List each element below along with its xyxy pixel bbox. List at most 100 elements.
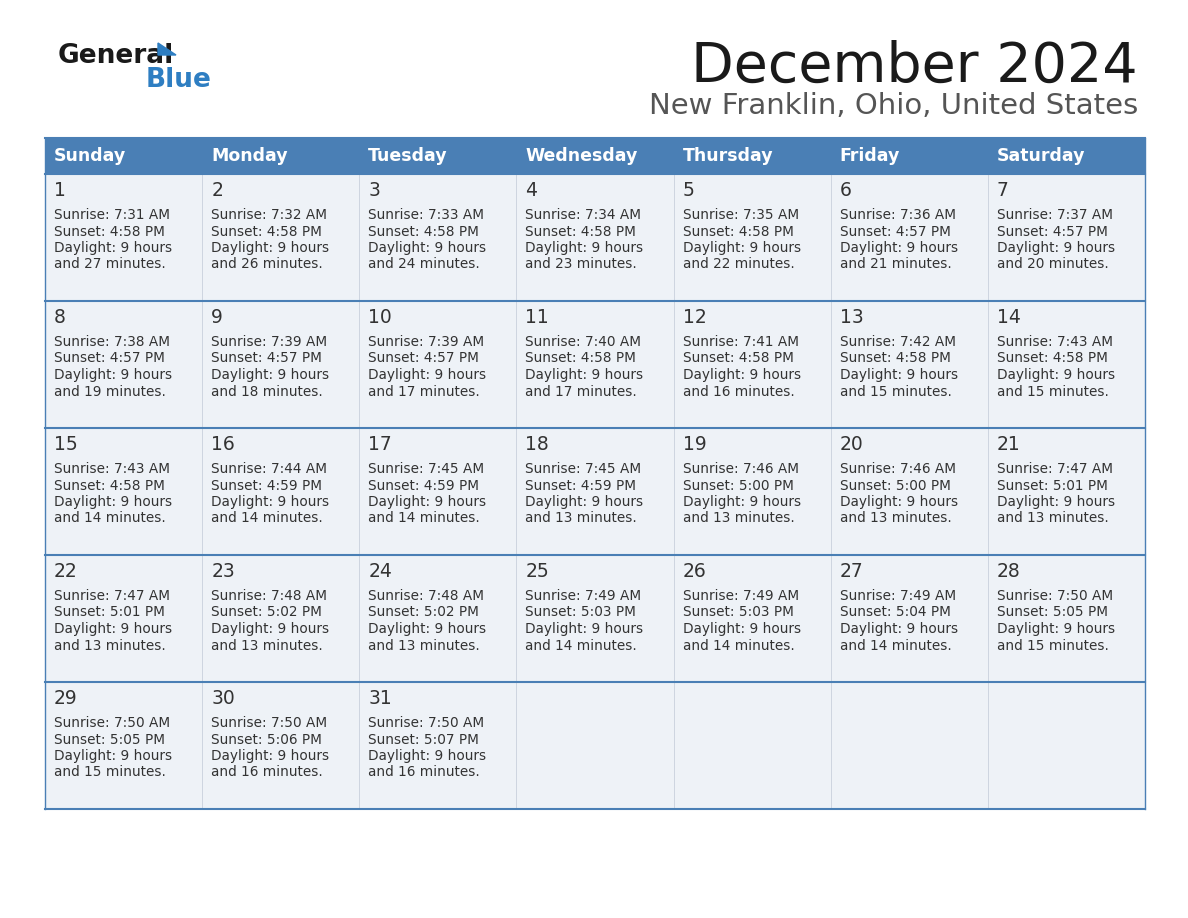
Text: Daylight: 9 hours: Daylight: 9 hours [368,622,486,636]
Text: Daylight: 9 hours: Daylight: 9 hours [53,241,172,255]
Bar [359,682,517,809]
Text: 28: 28 [997,562,1020,581]
Text: Sunset: 4:57 PM: Sunset: 4:57 PM [997,225,1107,239]
Text: and 14 minutes.: and 14 minutes. [53,511,166,525]
Bar [830,428,988,555]
Text: Sunset: 5:07 PM: Sunset: 5:07 PM [368,733,479,746]
Text: Sunrise: 7:40 AM: Sunrise: 7:40 AM [525,335,642,349]
Text: Sunrise: 7:50 AM: Sunrise: 7:50 AM [211,716,327,730]
Text: 8: 8 [53,308,65,327]
Text: Daylight: 9 hours: Daylight: 9 hours [368,749,486,763]
Text: Sunrise: 7:36 AM: Sunrise: 7:36 AM [840,208,955,222]
Text: 3: 3 [368,181,380,200]
Bar [517,301,674,428]
Text: Sunrise: 7:37 AM: Sunrise: 7:37 AM [997,208,1113,222]
Text: Sunday: Sunday [53,147,126,165]
Text: Daylight: 9 hours: Daylight: 9 hours [840,495,958,509]
Bar [517,428,674,555]
Bar [674,428,830,555]
Text: Sunrise: 7:34 AM: Sunrise: 7:34 AM [525,208,642,222]
Text: Daylight: 9 hours: Daylight: 9 hours [368,241,486,255]
Text: and 17 minutes.: and 17 minutes. [525,385,637,398]
Text: Sunset: 5:00 PM: Sunset: 5:00 PM [840,478,950,492]
Bar [830,682,988,809]
Text: 25: 25 [525,562,549,581]
Bar [517,555,674,682]
Text: Daylight: 9 hours: Daylight: 9 hours [525,368,644,382]
Bar [988,682,1145,809]
Text: Saturday: Saturday [997,147,1086,165]
Text: December 2024: December 2024 [691,40,1138,94]
Text: Sunrise: 7:49 AM: Sunrise: 7:49 AM [840,589,956,603]
Bar [988,428,1145,555]
Bar [830,174,988,301]
Text: 14: 14 [997,308,1020,327]
Text: Sunset: 4:57 PM: Sunset: 4:57 PM [840,225,950,239]
Text: and 15 minutes.: and 15 minutes. [53,766,166,779]
Text: and 13 minutes.: and 13 minutes. [525,511,637,525]
Text: and 14 minutes.: and 14 minutes. [368,511,480,525]
Text: Daylight: 9 hours: Daylight: 9 hours [211,749,329,763]
Text: 13: 13 [840,308,864,327]
Bar [45,428,202,555]
Text: 27: 27 [840,562,864,581]
Text: Sunrise: 7:39 AM: Sunrise: 7:39 AM [368,335,485,349]
Bar [674,682,830,809]
Text: Daylight: 9 hours: Daylight: 9 hours [211,241,329,255]
Text: Daylight: 9 hours: Daylight: 9 hours [53,368,172,382]
Bar [830,555,988,682]
Text: and 14 minutes.: and 14 minutes. [683,639,795,653]
Text: Daylight: 9 hours: Daylight: 9 hours [368,495,486,509]
Bar [202,174,359,301]
Bar [45,301,202,428]
Bar [988,301,1145,428]
Text: 24: 24 [368,562,392,581]
Text: Sunrise: 7:48 AM: Sunrise: 7:48 AM [211,589,327,603]
Text: and 20 minutes.: and 20 minutes. [997,258,1108,272]
Text: Tuesday: Tuesday [368,147,448,165]
Text: Daylight: 9 hours: Daylight: 9 hours [997,622,1116,636]
Bar [202,682,359,809]
Text: 18: 18 [525,435,549,454]
Text: Daylight: 9 hours: Daylight: 9 hours [53,495,172,509]
Text: Daylight: 9 hours: Daylight: 9 hours [211,368,329,382]
Bar [988,174,1145,301]
Bar [988,555,1145,682]
Text: New Franklin, Ohio, United States: New Franklin, Ohio, United States [649,92,1138,120]
Text: and 26 minutes.: and 26 minutes. [211,258,323,272]
Bar [202,555,359,682]
Text: and 13 minutes.: and 13 minutes. [997,511,1108,525]
Text: Sunset: 4:58 PM: Sunset: 4:58 PM [53,478,165,492]
Text: Sunset: 4:58 PM: Sunset: 4:58 PM [525,352,637,365]
Text: Sunset: 5:04 PM: Sunset: 5:04 PM [840,606,950,620]
Text: Sunset: 4:59 PM: Sunset: 4:59 PM [211,478,322,492]
Text: Sunrise: 7:50 AM: Sunrise: 7:50 AM [997,589,1113,603]
Text: Daylight: 9 hours: Daylight: 9 hours [997,241,1116,255]
Bar [45,138,1145,174]
Text: Sunset: 5:03 PM: Sunset: 5:03 PM [683,606,794,620]
Text: 31: 31 [368,689,392,708]
Text: Sunrise: 7:43 AM: Sunrise: 7:43 AM [53,462,170,476]
Bar [202,301,359,428]
Text: Sunrise: 7:47 AM: Sunrise: 7:47 AM [53,589,170,603]
Text: and 18 minutes.: and 18 minutes. [211,385,323,398]
Text: 20: 20 [840,435,864,454]
Text: Daylight: 9 hours: Daylight: 9 hours [368,368,486,382]
Text: 2: 2 [211,181,223,200]
Text: General: General [58,43,175,69]
Bar [830,301,988,428]
Text: and 14 minutes.: and 14 minutes. [840,639,952,653]
Text: and 24 minutes.: and 24 minutes. [368,258,480,272]
Text: Sunset: 4:57 PM: Sunset: 4:57 PM [211,352,322,365]
Text: and 23 minutes.: and 23 minutes. [525,258,637,272]
Text: 29: 29 [53,689,77,708]
Text: and 13 minutes.: and 13 minutes. [840,511,952,525]
Text: and 15 minutes.: and 15 minutes. [997,639,1108,653]
Text: Sunset: 4:57 PM: Sunset: 4:57 PM [368,352,479,365]
Text: Daylight: 9 hours: Daylight: 9 hours [683,622,801,636]
Text: Sunrise: 7:45 AM: Sunrise: 7:45 AM [368,462,485,476]
Text: and 16 minutes.: and 16 minutes. [683,385,795,398]
Text: Daylight: 9 hours: Daylight: 9 hours [525,622,644,636]
Text: 21: 21 [997,435,1020,454]
Text: and 19 minutes.: and 19 minutes. [53,385,166,398]
